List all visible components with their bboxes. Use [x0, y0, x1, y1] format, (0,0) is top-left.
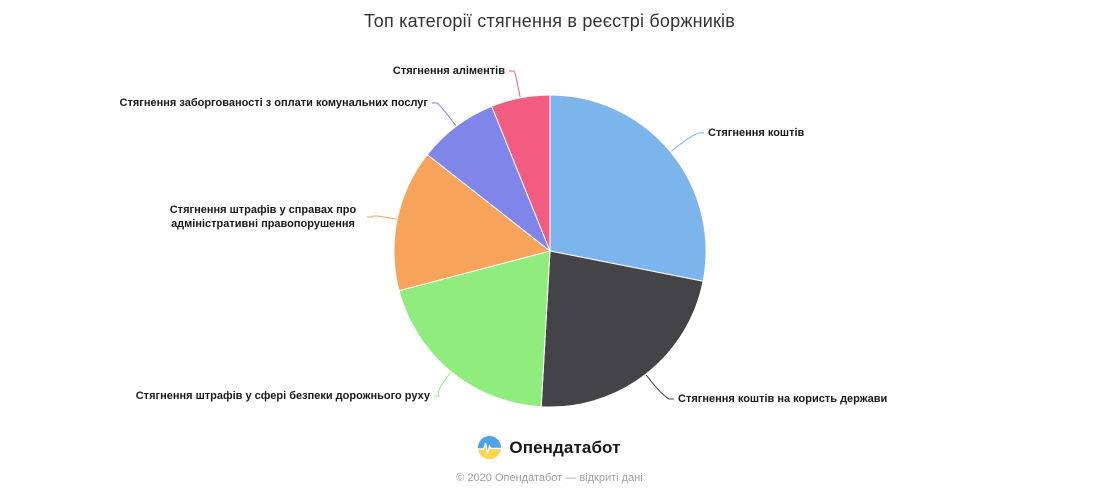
pie-slice-3[interactable]: [393, 154, 551, 292]
pie-slice-2[interactable]: [398, 250, 551, 408]
pie-slice-1[interactable]: [540, 250, 704, 408]
slice-label-alimenty: Стягнення аліментів: [392, 65, 505, 77]
slice-label-koshtiv: Стягнення коштів: [708, 127, 805, 139]
pie-slice-5[interactable]: [491, 94, 551, 252]
slice-connector-0: [670, 132, 704, 152]
slice-connector-2: [434, 372, 452, 397]
slice-label-dorozhnii-rukh: Стягнення штрафів у сфері безпеки дорожн…: [135, 390, 430, 402]
slice-label-derzhavy: Стягнення коштів на користь держави: [678, 393, 888, 405]
brand-name: Опендатабот: [509, 437, 621, 457]
slice-connector-5: [509, 70, 521, 97]
slice-connector-3: [367, 215, 397, 220]
slice-connector-4: [432, 102, 457, 126]
copyright-text: © 2020 Опендатабот — відкриті дані: [456, 472, 643, 484]
slice-connector-1: [645, 374, 674, 400]
opendatabot-logo[interactable]: Опендатабот: [0, 436, 1099, 459]
slice-label-admin-pravoporushennia: Стягнення штрафів у справах про адмініст…: [169, 204, 357, 230]
opendatabot-logo-icon: [478, 436, 502, 459]
pie-slice-0[interactable]: [549, 94, 707, 282]
slice-label-komunalni-posluhy: Стягнення заборгованості з оплати комуна…: [119, 97, 428, 109]
chart-title: Топ категорії стягнення в реєстрі боржни…: [363, 11, 736, 31]
logo-bottom-half: [478, 443, 502, 459]
logo-pulse-line: [478, 442, 502, 454]
